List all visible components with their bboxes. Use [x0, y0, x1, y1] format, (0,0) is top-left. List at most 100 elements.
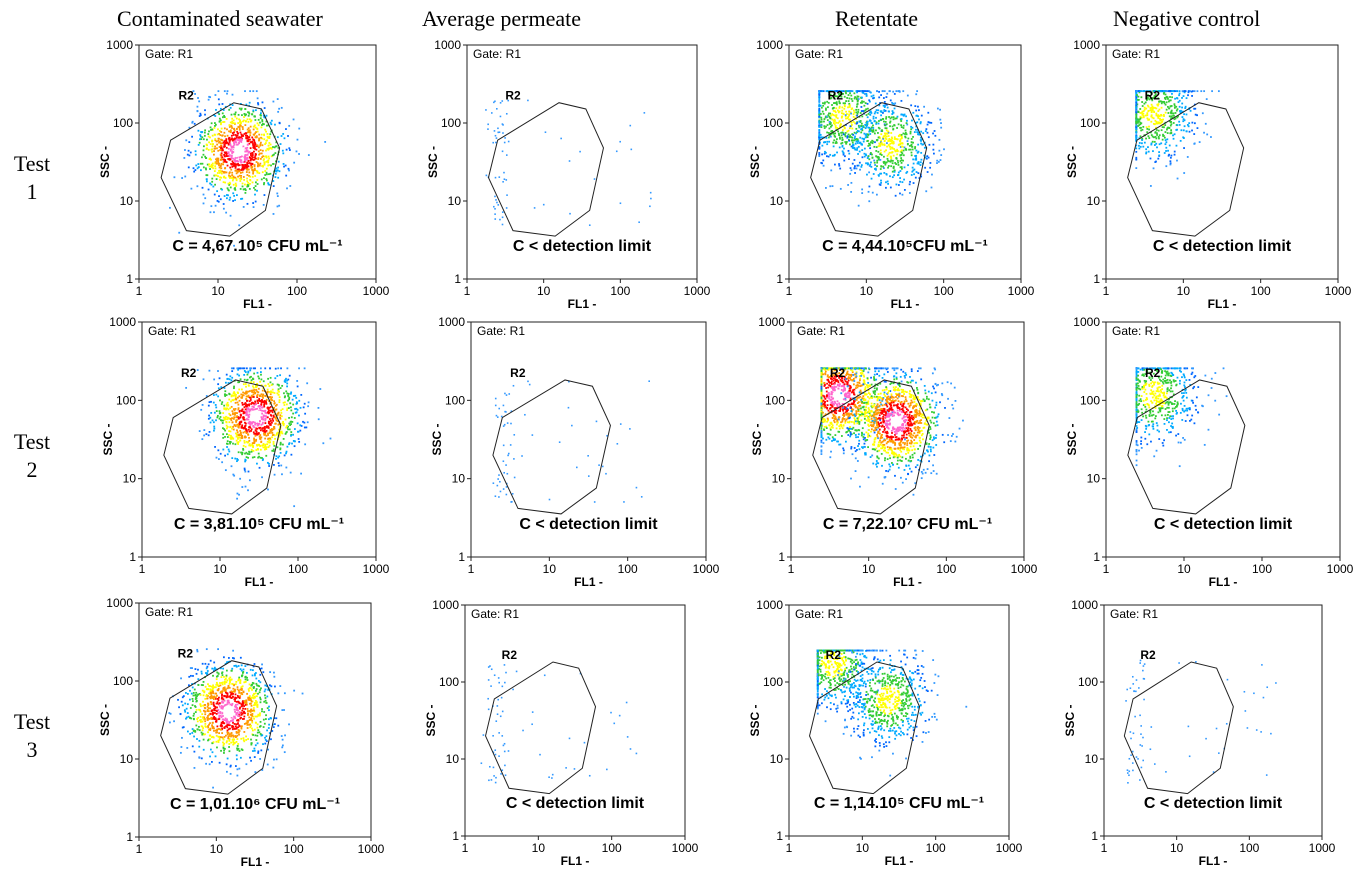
event-dot: [220, 127, 223, 130]
event-dot: [899, 192, 901, 195]
event-dot: [236, 130, 239, 133]
event-dot: [293, 505, 296, 508]
event-dot: [257, 402, 260, 404]
event-dot: [265, 416, 268, 418]
event-dot: [851, 403, 853, 405]
event-dot: [859, 367, 862, 370]
event-dot: [225, 139, 228, 142]
event-dot: [252, 142, 254, 145]
event-dot: [245, 149, 248, 151]
event-dot: [851, 391, 853, 394]
event-dot: [251, 395, 254, 398]
event-dot: [208, 130, 210, 133]
event-dot: [245, 413, 248, 416]
event-dot: [830, 402, 833, 404]
event-dot: [865, 108, 868, 111]
event-dot: [899, 138, 902, 141]
event-dot: [242, 427, 245, 430]
event-dot: [229, 144, 232, 147]
event-dot: [221, 142, 223, 145]
event-dot: [861, 369, 864, 372]
row-label-test-3-word: Test: [13, 709, 51, 734]
event-dot: [857, 90, 860, 93]
event-dot: [830, 411, 833, 414]
event-dot: [1175, 105, 1178, 108]
event-dot: [1160, 102, 1163, 105]
event-dot: [1150, 142, 1153, 145]
event-dot: [252, 378, 255, 381]
event-dot: [242, 367, 244, 370]
event-dot: [818, 147, 821, 150]
event-dot: [258, 466, 261, 469]
event-dot: [213, 425, 216, 428]
event-dot: [201, 136, 204, 139]
event-dot: [1141, 113, 1144, 116]
event-dot: [229, 414, 232, 417]
event-dot: [271, 383, 274, 386]
event-dot: [256, 444, 258, 446]
event-dot: [836, 420, 839, 423]
event-dot: [1174, 117, 1177, 120]
event-dot: [848, 413, 851, 416]
event-dot: [227, 147, 230, 150]
event-dot: [836, 117, 839, 120]
event-dot: [261, 476, 263, 479]
event-dot: [856, 100, 859, 103]
event-dot: [856, 122, 859, 124]
event-dot: [181, 177, 184, 179]
events-layer: [185, 367, 332, 508]
event-dot: [201, 403, 204, 406]
event-dot: [234, 145, 236, 148]
event-dot: [866, 140, 869, 142]
y-tick-label: 1000: [1073, 38, 1100, 52]
event-dot: [241, 435, 244, 437]
event-dot: [843, 147, 845, 150]
gate-r2-polygon: [487, 102, 604, 237]
event-dot: [267, 164, 270, 167]
event-dot: [229, 430, 232, 433]
event-dot: [1142, 116, 1145, 119]
event-dot: [883, 162, 885, 164]
event-dot: [235, 419, 238, 422]
event-dot: [856, 142, 859, 144]
event-dot: [929, 162, 932, 164]
event-dot: [273, 153, 275, 156]
event-dot: [196, 167, 199, 170]
event-dot: [1180, 129, 1183, 132]
event-dot: [1187, 91, 1190, 94]
event-dot: [900, 159, 903, 161]
event-dot: [830, 396, 833, 398]
event-dot: [222, 436, 225, 439]
event-dot: [487, 128, 489, 130]
event-dot: [227, 158, 230, 160]
event-dot: [239, 413, 242, 416]
event-dot: [1167, 90, 1170, 93]
event-dot: [259, 112, 262, 115]
event-dot: [239, 409, 241, 412]
event-dot: [291, 421, 294, 423]
event-dot: [260, 373, 262, 376]
event-dot: [858, 382, 861, 385]
event-dot: [279, 417, 282, 420]
event-dot: [867, 112, 870, 115]
event-dot: [267, 438, 270, 441]
event-dot: [245, 428, 247, 430]
event-dot: [252, 391, 255, 394]
event-dot: [256, 396, 259, 399]
event-dot: [300, 472, 303, 475]
event-dot: [268, 147, 271, 150]
event-dot: [231, 104, 234, 107]
event-dot: [1152, 150, 1154, 153]
x-tick-label: 1000: [1325, 284, 1352, 298]
event-dot: [257, 375, 260, 378]
event-dot: [649, 205, 651, 208]
event-dot: [835, 121, 838, 124]
event-dot: [294, 394, 297, 397]
event-dot: [286, 407, 289, 410]
event-dot: [831, 130, 834, 132]
event-dot: [900, 157, 903, 159]
event-dot: [1151, 99, 1154, 102]
event-dot: [833, 419, 835, 422]
event-dot: [249, 152, 252, 155]
event-dot: [1157, 97, 1160, 100]
